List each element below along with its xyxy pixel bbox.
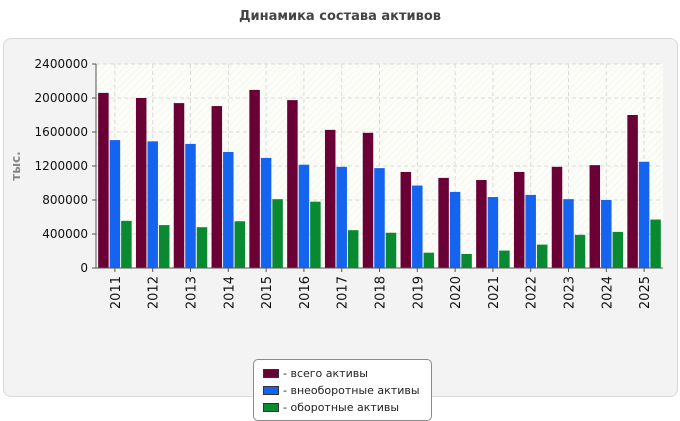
bar-noncurrent-2017 bbox=[336, 166, 347, 268]
bar-total-2024 bbox=[589, 165, 601, 268]
x-tick-label: 2015 bbox=[260, 276, 275, 309]
legend-swatch-noncurrent bbox=[263, 386, 279, 395]
y-tick-label: 2000000 bbox=[35, 91, 88, 105]
x-tick-label: 2014 bbox=[222, 276, 237, 309]
legend-swatch-total bbox=[263, 369, 279, 378]
x-tick-label: 2012 bbox=[147, 276, 162, 309]
x-tick-label: 2018 bbox=[374, 276, 389, 309]
x-tick-label: 2023 bbox=[563, 276, 578, 309]
chart-canvas: 0 400000 800000 1200000 1600000 2000000 240000… bbox=[9, 57, 663, 309]
bar-current-2020 bbox=[461, 253, 472, 268]
bar-noncurrent-2015 bbox=[260, 157, 272, 268]
bar-total-2025 bbox=[627, 115, 638, 268]
bar-noncurrent-2024 bbox=[601, 200, 612, 268]
bar-total-2022 bbox=[513, 171, 525, 268]
legend-label-noncurrent: - внеоборотные активы bbox=[283, 384, 420, 397]
bar-noncurrent-2023 bbox=[563, 199, 574, 268]
bar-noncurrent-2012 bbox=[147, 141, 158, 268]
bar-current-2016 bbox=[310, 201, 321, 268]
bar-total-2011 bbox=[98, 92, 109, 269]
bar-current-2022 bbox=[536, 244, 548, 268]
x-tick-label: 2017 bbox=[336, 276, 351, 309]
bar-total-2013 bbox=[173, 103, 185, 268]
x-tick-label: 2022 bbox=[525, 276, 540, 309]
bar-total-2023 bbox=[551, 166, 563, 268]
x-tick-label: 2021 bbox=[487, 276, 502, 309]
bar-current-2013 bbox=[196, 227, 208, 268]
bar-total-2018 bbox=[362, 132, 374, 268]
bar-total-2017 bbox=[324, 129, 336, 268]
bar-noncurrent-2011 bbox=[109, 140, 121, 268]
y-tick-label: 2400000 bbox=[35, 57, 88, 71]
bar-current-2015 bbox=[272, 199, 283, 268]
bar-current-2018 bbox=[385, 232, 397, 268]
chart-panel: 0 400000 800000 1200000 1600000 2000000 240000… bbox=[3, 38, 678, 421]
chart-legend: - всего активы - внеоборотные активы - о… bbox=[253, 359, 432, 421]
bar-total-2020 bbox=[438, 177, 449, 268]
bar-noncurrent-2014 bbox=[223, 151, 234, 268]
bar-total-2016 bbox=[287, 100, 298, 268]
x-tick-label: 2020 bbox=[449, 276, 464, 309]
bar-current-2019 bbox=[423, 252, 435, 268]
bar-total-2021 bbox=[476, 180, 487, 268]
bar-total-2019 bbox=[400, 171, 412, 268]
bar-current-2017 bbox=[347, 230, 359, 268]
x-tick-label: 2011 bbox=[109, 276, 124, 309]
bar-current-2011 bbox=[121, 220, 132, 268]
x-tick-label: 2025 bbox=[638, 276, 653, 309]
y-tick-label: 0 bbox=[80, 261, 88, 275]
x-tick-label: 2016 bbox=[298, 276, 313, 309]
bar-noncurrent-2025 bbox=[638, 161, 650, 268]
legend-label-current: - оборотные активы bbox=[283, 401, 400, 414]
bar-total-2012 bbox=[135, 98, 147, 268]
bar-noncurrent-2022 bbox=[525, 194, 536, 268]
legend-swatch-current bbox=[263, 403, 279, 412]
legend-item-total: - всего активы bbox=[263, 365, 431, 382]
legend-item-noncurrent: - внеоборотные активы bbox=[263, 382, 431, 399]
y-tick-label: 800000 bbox=[42, 193, 88, 207]
bar-current-2023 bbox=[574, 234, 586, 268]
y-axis-label: тыс. bbox=[9, 151, 23, 180]
bar-current-2014 bbox=[234, 221, 246, 268]
bar-noncurrent-2013 bbox=[185, 143, 196, 268]
bar-total-2014 bbox=[211, 106, 223, 268]
chart-title: Динамика состава активов bbox=[238, 9, 442, 24]
bar-current-2012 bbox=[158, 225, 170, 268]
bar-current-2024 bbox=[612, 231, 624, 268]
x-tick-label: 2024 bbox=[600, 276, 615, 309]
bar-noncurrent-2021 bbox=[487, 197, 499, 268]
y-tick-label: 400000 bbox=[42, 227, 88, 241]
y-tick-label: 1200000 bbox=[35, 159, 88, 173]
x-tick-label: 2013 bbox=[185, 276, 200, 309]
bar-noncurrent-2019 bbox=[412, 185, 423, 268]
bar-noncurrent-2020 bbox=[449, 191, 461, 268]
bar-current-2021 bbox=[499, 250, 510, 268]
y-tick-label: 1600000 bbox=[35, 125, 88, 139]
bar-total-2015 bbox=[249, 89, 260, 268]
bar-noncurrent-2016 bbox=[298, 164, 310, 268]
legend-item-current: - оборотные активы bbox=[263, 399, 431, 416]
legend-label-total: - всего активы bbox=[283, 367, 368, 380]
x-tick-label: 2019 bbox=[411, 276, 426, 309]
bar-current-2025 bbox=[650, 219, 661, 268]
bar-noncurrent-2018 bbox=[374, 168, 385, 268]
